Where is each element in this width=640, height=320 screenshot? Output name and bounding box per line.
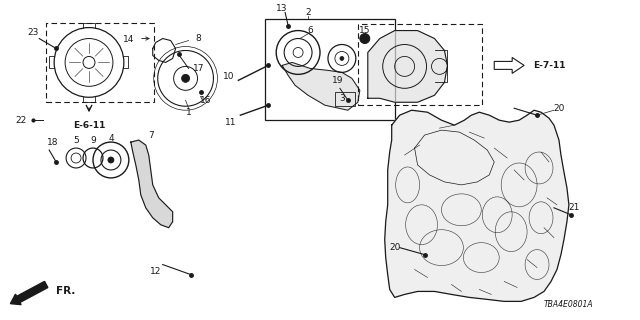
- Text: 2: 2: [305, 8, 311, 17]
- Text: 15: 15: [359, 26, 371, 35]
- Polygon shape: [131, 140, 173, 228]
- Text: 23: 23: [28, 28, 39, 37]
- Text: 9: 9: [90, 136, 96, 145]
- Text: 20: 20: [553, 104, 564, 113]
- FancyArrow shape: [10, 281, 48, 305]
- Circle shape: [108, 157, 114, 163]
- Text: TBA4E0801A: TBA4E0801A: [544, 300, 594, 309]
- Text: 3: 3: [339, 94, 345, 103]
- Text: 18: 18: [47, 138, 59, 147]
- Bar: [358, 24, 483, 105]
- Bar: [265, 19, 395, 120]
- Text: 11: 11: [225, 118, 236, 127]
- Circle shape: [340, 56, 344, 60]
- Text: 13: 13: [276, 4, 288, 13]
- Text: E-6-11: E-6-11: [73, 121, 105, 130]
- Bar: [335, 92, 355, 106]
- Text: 6: 6: [307, 26, 313, 35]
- Circle shape: [360, 34, 370, 44]
- Text: 7: 7: [148, 131, 154, 140]
- Bar: [46, 23, 154, 102]
- Polygon shape: [385, 110, 569, 301]
- Polygon shape: [368, 31, 447, 102]
- Text: E-7-11: E-7-11: [532, 61, 565, 70]
- Text: 17: 17: [193, 64, 204, 73]
- Text: 22: 22: [15, 116, 27, 125]
- Text: 4: 4: [108, 133, 114, 143]
- Text: 21: 21: [568, 203, 580, 212]
- Polygon shape: [494, 58, 524, 73]
- Text: 10: 10: [223, 72, 234, 81]
- Text: 8: 8: [196, 34, 202, 43]
- Text: 5: 5: [73, 136, 79, 145]
- Polygon shape: [282, 62, 360, 110]
- Text: 20: 20: [389, 243, 401, 252]
- Text: 16: 16: [200, 96, 211, 105]
- Circle shape: [182, 74, 189, 82]
- Text: 19: 19: [332, 76, 344, 85]
- Text: FR.: FR.: [56, 286, 76, 296]
- Text: 1: 1: [186, 108, 191, 117]
- Text: 14: 14: [123, 35, 134, 44]
- Text: 12: 12: [150, 267, 161, 276]
